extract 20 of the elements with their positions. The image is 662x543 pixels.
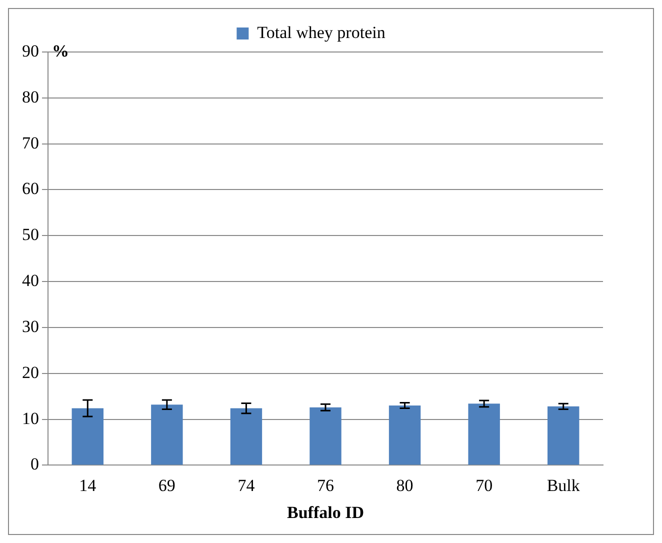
y-tick-label: 70 — [22, 133, 39, 152]
x-tick-label: 80 — [396, 476, 414, 495]
x-tick-label: 76 — [317, 476, 334, 495]
y-tick-label: 0 — [30, 454, 39, 474]
x-tick-label: 74 — [238, 476, 256, 495]
x-tick-label: 69 — [158, 476, 176, 495]
y-tick-label: 10 — [22, 408, 39, 428]
y-tick-label: 90 — [22, 41, 39, 60]
x-tick-label: 14 — [79, 476, 97, 495]
x-tick-label: Bulk — [546, 476, 580, 495]
x-axis-title: Buffalo ID — [287, 503, 364, 522]
x-tick-label: 70 — [476, 476, 493, 495]
legend-label: Total whey protein — [257, 22, 386, 42]
y-axis-title: % — [52, 41, 69, 60]
y-tick-label: 80 — [22, 87, 39, 106]
y-tick-label: 50 — [22, 225, 39, 244]
y-tick-label: 20 — [22, 362, 39, 382]
y-tick-label: 30 — [22, 316, 39, 336]
y-tick-label: 40 — [22, 271, 39, 290]
y-tick-label: 60 — [22, 179, 39, 198]
